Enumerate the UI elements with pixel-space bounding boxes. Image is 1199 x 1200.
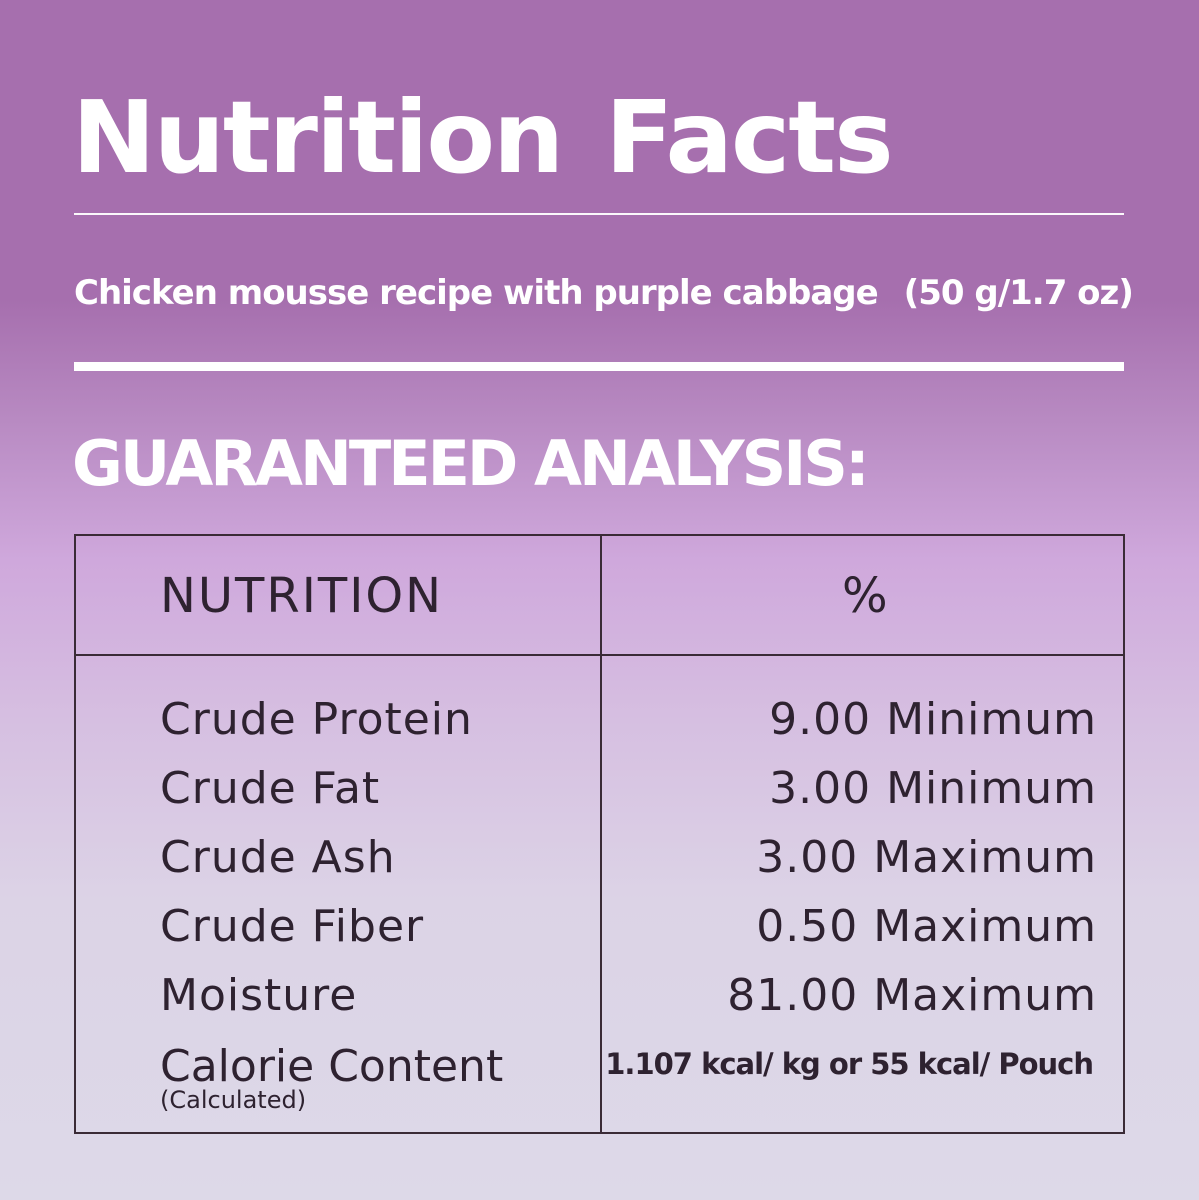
nutrient-value: 9.00 Minimum	[769, 694, 1097, 745]
product-description: Chicken mousse recipe with purple cabbag…	[74, 273, 879, 313]
calorie-content-note: (Calculated)	[160, 1086, 307, 1114]
nutrient-name: Moisture	[160, 970, 358, 1021]
column-divider	[600, 536, 602, 1132]
nutrient-name: Crude Ash	[160, 832, 396, 883]
analysis-table: NUTRITION % Crude Protein 9.00 Minimum C…	[74, 534, 1125, 1134]
column-header-percent: %	[842, 568, 890, 624]
table-row: Moisture 81.00 Maximum	[76, 962, 1123, 1030]
calorie-content-value: 1.107 kcal/ kg or 55 kcal/ Pouch	[605, 1047, 1094, 1081]
table-row: Crude Fiber 0.50 Maximum	[76, 893, 1123, 961]
nutrient-value: 3.00 Minimum	[769, 763, 1097, 814]
product-line: Chicken mousse recipe with purple cabbag…	[74, 266, 1134, 320]
nutrient-value: 0.50 Maximum	[756, 901, 1097, 952]
table-row: Crude Fat 3.00 Minimum	[76, 755, 1123, 823]
nutrient-value: 81.00 Maximum	[727, 970, 1097, 1021]
page-title: Nutrition Facts	[72, 79, 894, 196]
header-divider	[76, 654, 1123, 656]
nutrient-name: Crude Fat	[160, 763, 381, 814]
column-header-nutrition: NUTRITION	[160, 568, 444, 624]
nutrient-name: Crude Fiber	[160, 901, 425, 952]
title-divider	[74, 213, 1124, 215]
section-heading: GUARANTEED ANALYSIS:	[72, 427, 870, 500]
serving-size: (50 g/1.7 oz)	[903, 273, 1134, 313]
table-row: Crude Protein 9.00 Minimum	[76, 686, 1123, 754]
calorie-content-label: Calorie Content	[160, 1041, 504, 1092]
table-row: Crude Ash 3.00 Maximum	[76, 824, 1123, 892]
nutrient-name: Crude Protein	[160, 694, 473, 745]
nutrient-value: 3.00 Maximum	[756, 832, 1097, 883]
section-divider	[74, 362, 1124, 371]
